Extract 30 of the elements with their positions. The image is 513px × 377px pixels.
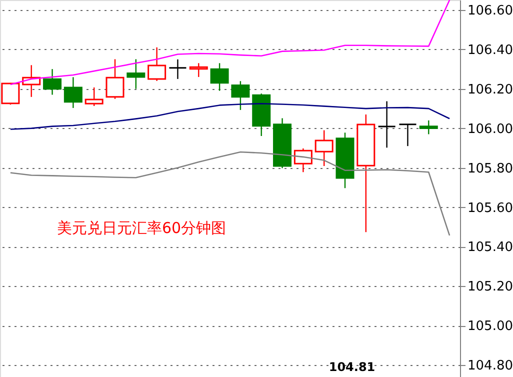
annotation: 104.81	[328, 360, 376, 374]
candlestick	[419, 120, 438, 135]
candlestick	[294, 148, 312, 173]
candlestick	[231, 80, 250, 111]
candlestick	[168, 58, 187, 80]
line-series	[10, 151, 450, 236]
y-tick-label: 104.80	[468, 358, 513, 374]
y-tick-label: 105.60	[468, 200, 513, 216]
y-tick-label: 106.40	[468, 42, 513, 58]
line-series	[10, 0, 450, 86]
y-tick-label: 106.60	[468, 3, 513, 18]
y-tick-label: 105.20	[468, 280, 513, 295]
candlestick	[189, 62, 208, 78]
text: 美元兑日元汇率60分钟图	[57, 219, 226, 237]
line-series	[10, 102, 450, 130]
candlestick	[378, 100, 396, 148]
candlestick	[398, 124, 417, 147]
candlestick	[314, 130, 334, 167]
y-tick-label: 105.80	[468, 161, 513, 176]
candlestick	[43, 68, 62, 96]
y-tick-label: 106.00	[468, 122, 513, 137]
candlestick	[84, 86, 104, 107]
candlestick	[64, 76, 82, 109]
candlestick	[126, 58, 146, 90]
candlestick	[210, 62, 229, 92]
candlestick	[148, 46, 166, 82]
y-tick-label: 105.00	[468, 319, 513, 334]
y-tick-label: 106.20	[468, 82, 513, 98]
y-tick-label: 105.40	[468, 240, 513, 256]
candlestick	[106, 58, 124, 100]
